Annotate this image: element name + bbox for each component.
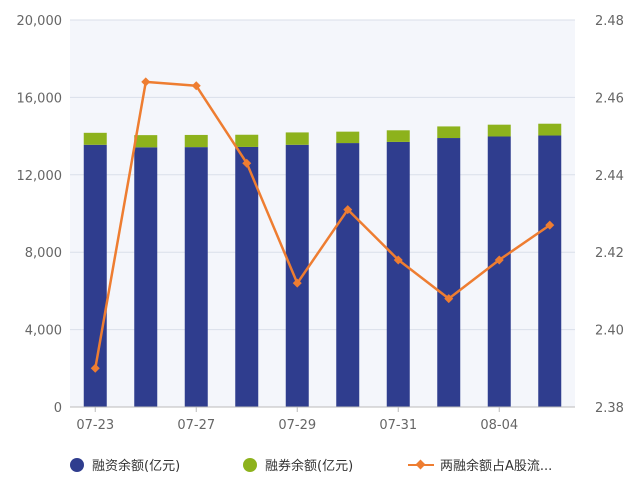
y-axis-right: 2.38 2.40 2.42 2.44 2.46 2.48 [595, 14, 624, 416]
y-right-tick-label: 2.44 [595, 169, 624, 184]
legend-label-securities-lending: 融券余额(亿元) [265, 459, 354, 474]
line-point [141, 77, 151, 87]
line-point [494, 255, 504, 265]
y-left-tick-label: 20,000 [17, 14, 63, 29]
legend-item-ratio[interactable]: 两融余额占A股流... [408, 455, 552, 474]
y-left-tick-label: 12,000 [17, 169, 63, 184]
bar-financing [336, 143, 360, 408]
x-tick-label: 08-04 [480, 418, 518, 433]
x-axis: 07-23 07-27 07-29 07-31 08-04 [70, 406, 575, 433]
bar-securities-lending [83, 132, 107, 145]
y-left-tick-label: 4,000 [25, 324, 62, 339]
bars [83, 123, 562, 408]
bar-securities-lending [184, 134, 208, 148]
y-left-tick-label: 16,000 [17, 91, 63, 106]
line-point [545, 220, 555, 230]
bar-financing [386, 141, 410, 407]
y-right-tick-label: 2.46 [595, 91, 624, 106]
bar-securities-lending [538, 123, 562, 136]
bar-securities-lending [285, 132, 309, 145]
bar-securities-lending [134, 135, 158, 148]
bar-financing [184, 147, 208, 407]
y-right-tick-label: 2.48 [595, 14, 624, 29]
line-point [90, 363, 100, 373]
bar-securities-lending [336, 131, 360, 144]
y-right-tick-label: 2.42 [595, 246, 624, 261]
bar-financing [538, 135, 562, 407]
legend: 融资余额(亿元) 融券余额(亿元) 两融余额占A股流... [0, 447, 640, 483]
legend-swatch-financing [70, 457, 84, 472]
y-left-tick-label: 8,000 [25, 246, 62, 261]
legend-item-financing[interactable]: 融资余额(亿元) [70, 455, 180, 474]
x-tick-label: 07-31 [379, 418, 417, 433]
line-series [90, 77, 555, 373]
line-point [343, 205, 353, 215]
bar-financing [235, 146, 259, 407]
bar-financing [437, 138, 461, 407]
bar-financing [487, 136, 511, 407]
bar-financing [134, 147, 158, 407]
line-point [242, 158, 252, 168]
bar-securities-lending [487, 124, 511, 137]
bar-securities-lending [235, 134, 259, 147]
line-point [393, 255, 403, 265]
x-tick-label: 07-27 [177, 418, 215, 433]
legend-label-ratio: 两融余额占A股流... [440, 459, 553, 474]
legend-swatch-ratio [408, 458, 434, 472]
bar-securities-lending [386, 130, 410, 142]
y-right-tick-label: 2.38 [595, 401, 624, 416]
y-axis-left: 0 4,000 8,000 12,000 16,000 20,000 [17, 14, 63, 416]
x-tick-label: 07-23 [76, 418, 114, 433]
line-point [191, 81, 201, 91]
x-tick-label: 07-29 [278, 418, 316, 433]
bar-financing [285, 144, 309, 407]
legend-swatch-securities-lending [243, 457, 257, 472]
bar-securities-lending [437, 126, 461, 139]
line-point [444, 294, 454, 304]
legend-item-securities-lending[interactable]: 融券余额(亿元) [243, 455, 353, 474]
legend-label-financing: 融资余额(亿元) [92, 459, 181, 474]
y-right-tick-label: 2.40 [595, 324, 624, 339]
y-left-tick-label: 0 [54, 401, 62, 416]
line-point [292, 278, 302, 288]
ratio-line [94, 80, 551, 369]
